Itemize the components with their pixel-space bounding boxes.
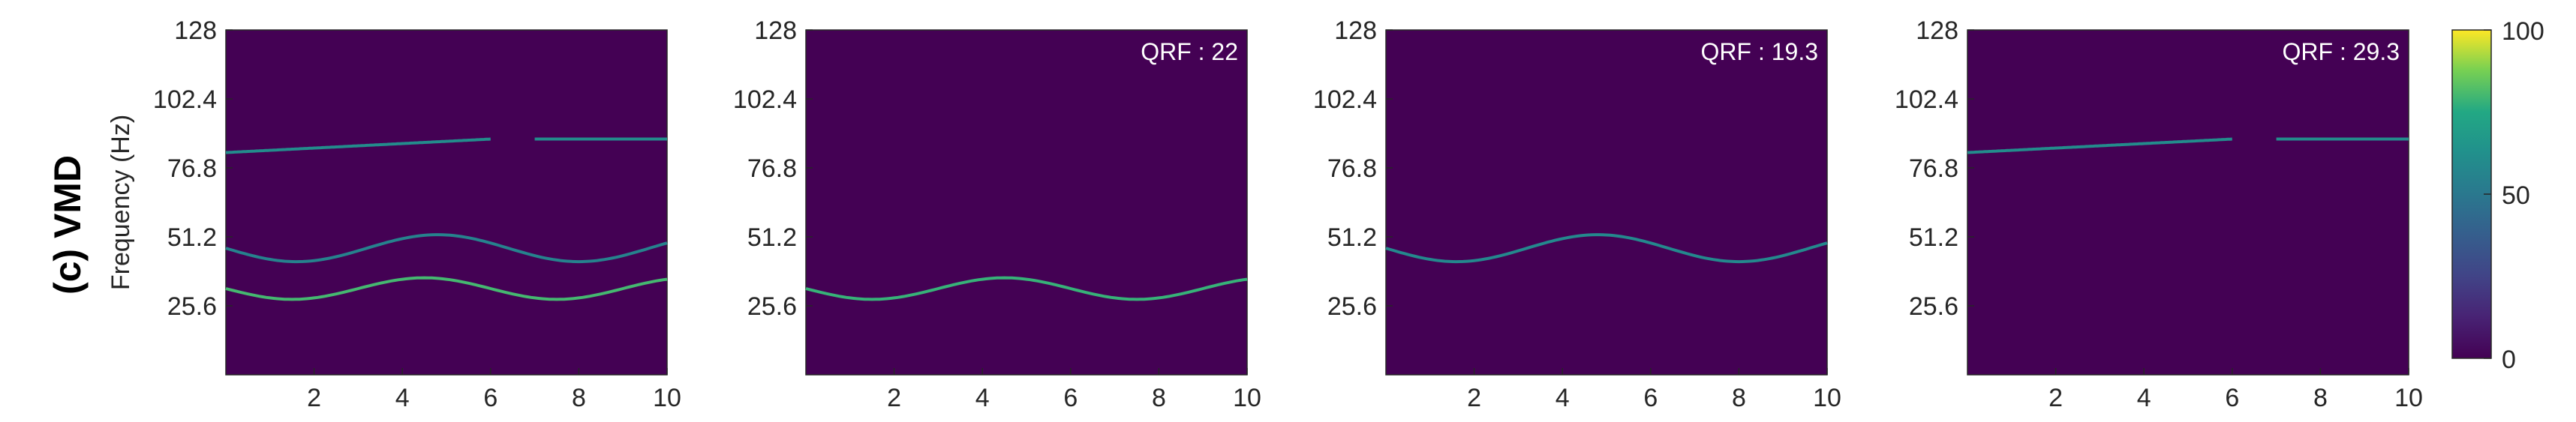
colorbar: 0 50 100 xyxy=(2451,17,2544,374)
plot-area xyxy=(1385,29,1828,376)
y-tick-label: 128 xyxy=(1916,16,1958,45)
frequency-track xyxy=(225,233,668,264)
y-tick-label: 51.2 xyxy=(1327,223,1377,252)
x-tick-label: 2 xyxy=(887,384,901,412)
panel-3: 2 4 6 8 10 25.6 51.2 76.8 102.4 128 QRF : 19.3 xyxy=(1313,16,1841,412)
y-tick-label: 102.4 xyxy=(153,85,217,114)
x-tick-label: 4 xyxy=(2137,384,2151,412)
panel-1: 2 4 6 8 10 25.6 51.2 76.8 102.4 128 xyxy=(153,16,681,412)
x-tick-label: 8 xyxy=(572,384,586,412)
y-tick-label: 76.8 xyxy=(167,154,217,183)
x-tick-label: 4 xyxy=(395,384,410,412)
y-tick-label: 128 xyxy=(1334,16,1377,45)
x-tick-label: 6 xyxy=(1063,384,1078,412)
y-tick-label: 51.2 xyxy=(1909,223,1958,252)
x-tick-label: 8 xyxy=(2313,384,2328,412)
row-title: (c) VMD xyxy=(47,155,89,295)
x-tick-label: 10 xyxy=(1233,384,1261,412)
y-tick-label: 102.4 xyxy=(1313,85,1377,114)
y-tick-label: 51.2 xyxy=(167,223,217,252)
x-tick-label: 6 xyxy=(2225,384,2239,412)
frequency-track xyxy=(1967,137,2232,154)
y-tick-label: 76.8 xyxy=(747,154,797,183)
y-tick-label: 51.2 xyxy=(747,223,797,252)
x-tick-label: 2 xyxy=(307,384,321,412)
panel-2: 2 4 6 8 10 25.6 51.2 76.8 102.4 128 QRF : 22 xyxy=(733,16,1261,412)
y-axis-label: Frequency (Hz) xyxy=(107,115,135,290)
x-tick-label: 6 xyxy=(1643,384,1658,412)
qrf-annotation: QRF : 29.3 xyxy=(2283,38,2400,65)
frequency-track xyxy=(225,137,491,154)
y-tick-label: 128 xyxy=(174,16,217,45)
qrf-annotation: QRF : 22 xyxy=(1141,38,1238,65)
y-tick-label: 102.4 xyxy=(733,85,797,114)
y-tick-label: 76.8 xyxy=(1327,154,1377,183)
panels: 2 4 6 8 10 25.6 51.2 76.8 102.4 128 2 4 6 8 10 25.6 51.2… xyxy=(153,16,2423,412)
y-tick-label: 102.4 xyxy=(1895,85,1958,114)
y-tick-label: 25.6 xyxy=(1327,292,1377,321)
frequency-track xyxy=(805,276,1248,301)
x-tick-label: 8 xyxy=(1732,384,1746,412)
qrf-annotation: QRF : 19.3 xyxy=(1701,38,1819,65)
x-tick-label: 10 xyxy=(653,384,681,412)
x-tick-label: 2 xyxy=(1467,384,1481,412)
plot-area xyxy=(225,29,668,376)
y-tick-label: 25.6 xyxy=(747,292,797,321)
x-tick-label: 2 xyxy=(2048,384,2063,412)
plot-area xyxy=(1967,29,2409,376)
colorbar-tick-label: 0 xyxy=(2502,346,2516,374)
colorbar-tick-label: 50 xyxy=(2502,181,2530,210)
frequency-track xyxy=(225,276,668,301)
y-tick-label: 128 xyxy=(754,16,797,45)
x-tick-label: 4 xyxy=(975,384,990,412)
frequency-track xyxy=(1385,233,1828,264)
x-tick-label: 8 xyxy=(1152,384,1166,412)
y-tick-label: 25.6 xyxy=(1909,292,1958,321)
y-tick-label: 76.8 xyxy=(1909,154,1958,183)
colorbar-tick-label: 100 xyxy=(2502,17,2544,46)
x-tick-label: 10 xyxy=(2394,384,2423,412)
plot-area xyxy=(805,29,1248,376)
x-tick-label: 4 xyxy=(1556,384,1570,412)
panel-4: 2 4 6 8 10 25.6 51.2 76.8 102.4 128 QRF : 29.3 xyxy=(1895,16,2423,412)
x-tick-label: 10 xyxy=(1813,384,1841,412)
y-tick-label: 25.6 xyxy=(167,292,217,321)
x-tick-label: 6 xyxy=(483,384,497,412)
